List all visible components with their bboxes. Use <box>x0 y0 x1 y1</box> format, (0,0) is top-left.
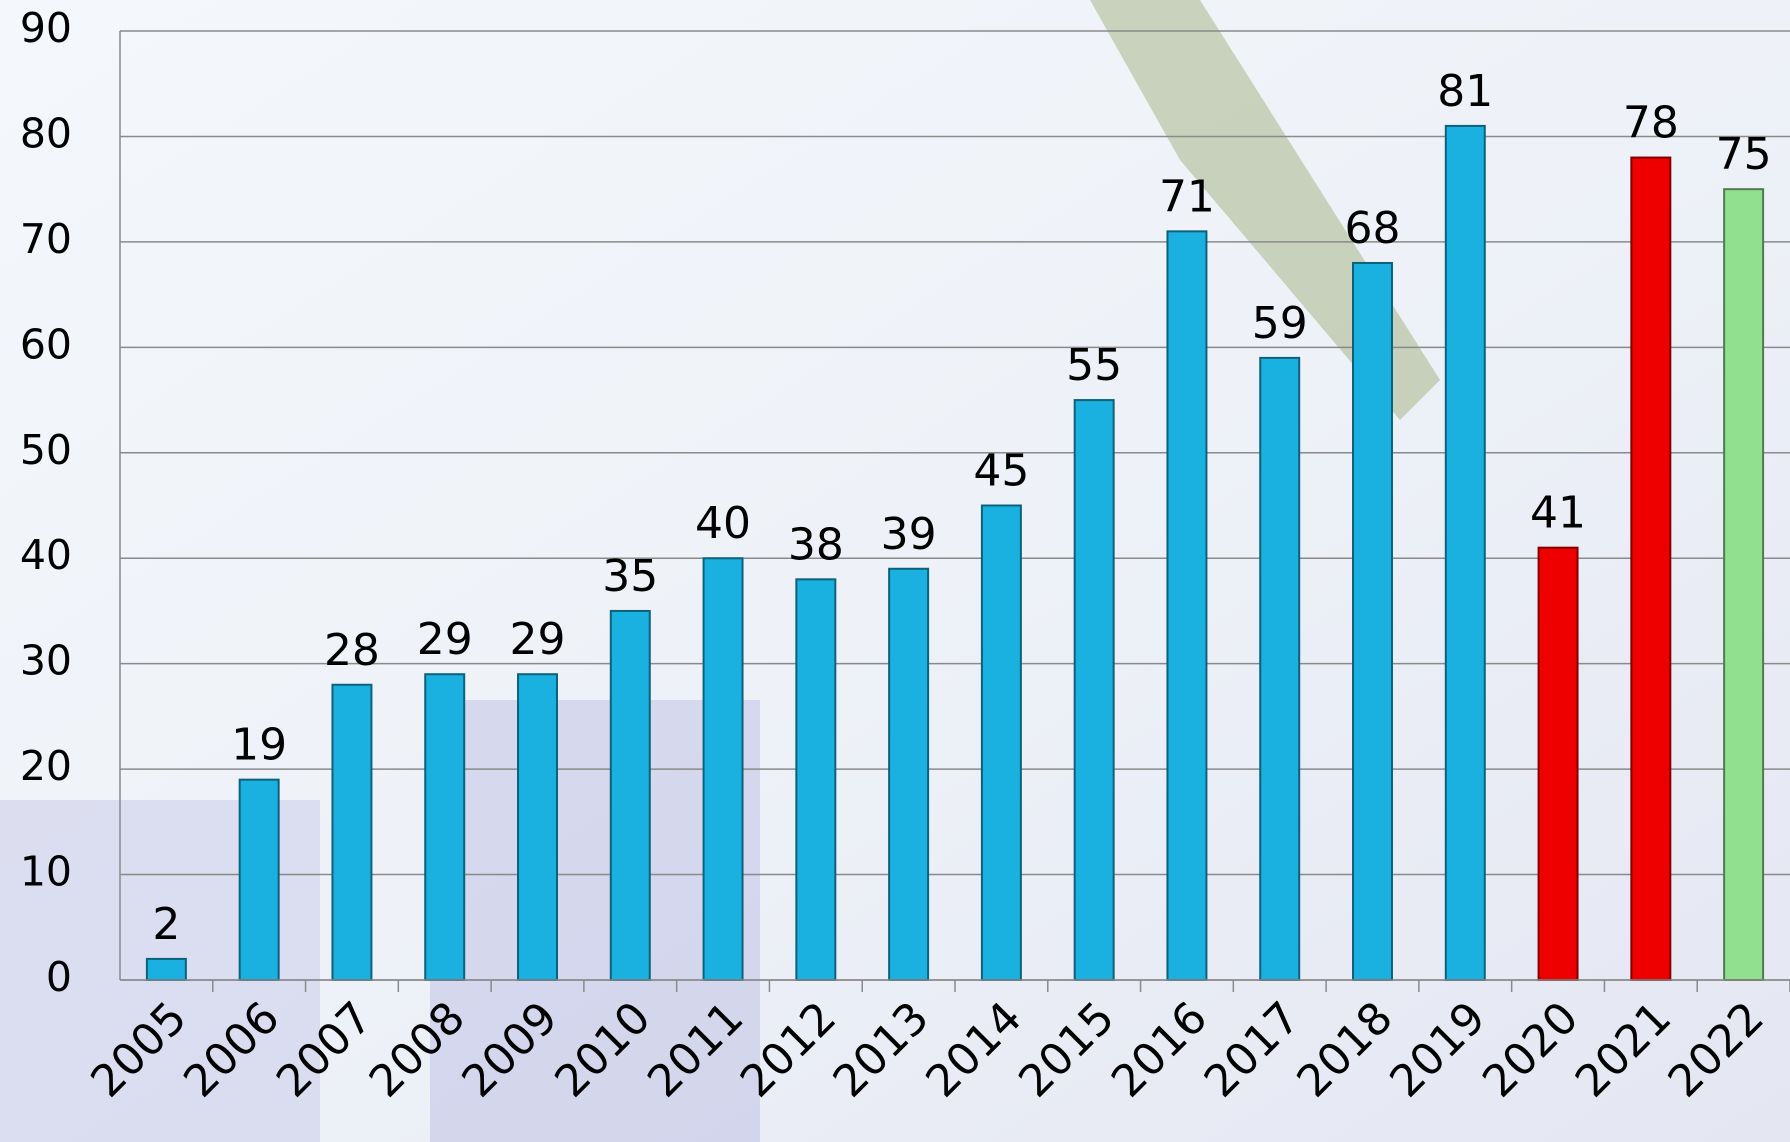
value-label: 45 <box>973 446 1029 497</box>
y-tick-label: 20 <box>20 742 72 790</box>
bar <box>331 683 373 981</box>
value-label: 81 <box>1437 66 1493 117</box>
bar <box>517 673 558 981</box>
y-tick-label: 50 <box>20 426 72 474</box>
bar <box>1723 188 1765 981</box>
value-label: 68 <box>1345 203 1401 254</box>
value-label: 38 <box>788 519 844 570</box>
bar <box>702 557 744 981</box>
y-tick-label: 40 <box>20 531 72 579</box>
value-label: 35 <box>602 551 658 602</box>
bar <box>980 504 1022 981</box>
y-tick-label: 90 <box>20 4 72 52</box>
bar <box>1537 546 1579 982</box>
value-label: 29 <box>417 614 473 665</box>
bar <box>795 578 837 981</box>
bar <box>424 673 466 981</box>
value-label: 29 <box>510 614 566 665</box>
bar <box>1444 124 1486 981</box>
bar <box>888 567 930 981</box>
bar <box>238 778 280 982</box>
y-tick-label: 10 <box>20 848 72 896</box>
value-label: 28 <box>324 625 380 676</box>
value-label: 40 <box>695 498 751 549</box>
y-tick-label: 0 <box>46 953 72 1001</box>
bar <box>1166 230 1208 982</box>
y-tick-label: 60 <box>20 320 72 368</box>
value-label: 71 <box>1159 171 1215 222</box>
value-label: 59 <box>1252 298 1308 349</box>
value-label: 55 <box>1066 340 1122 391</box>
value-label: 41 <box>1530 488 1586 539</box>
bar <box>1259 356 1301 981</box>
bar <box>1630 156 1672 982</box>
bar <box>1352 261 1393 981</box>
bar <box>609 609 651 981</box>
bar <box>145 957 187 982</box>
bar <box>1073 399 1115 981</box>
value-label: 2 <box>152 899 180 950</box>
y-tick-label: 80 <box>20 109 72 157</box>
y-tick-label: 30 <box>20 637 72 685</box>
y-tick-label: 70 <box>20 215 72 263</box>
value-label: 19 <box>231 720 287 771</box>
value-label: 78 <box>1623 98 1679 149</box>
value-label: 75 <box>1716 129 1772 180</box>
value-label: 39 <box>881 509 937 560</box>
